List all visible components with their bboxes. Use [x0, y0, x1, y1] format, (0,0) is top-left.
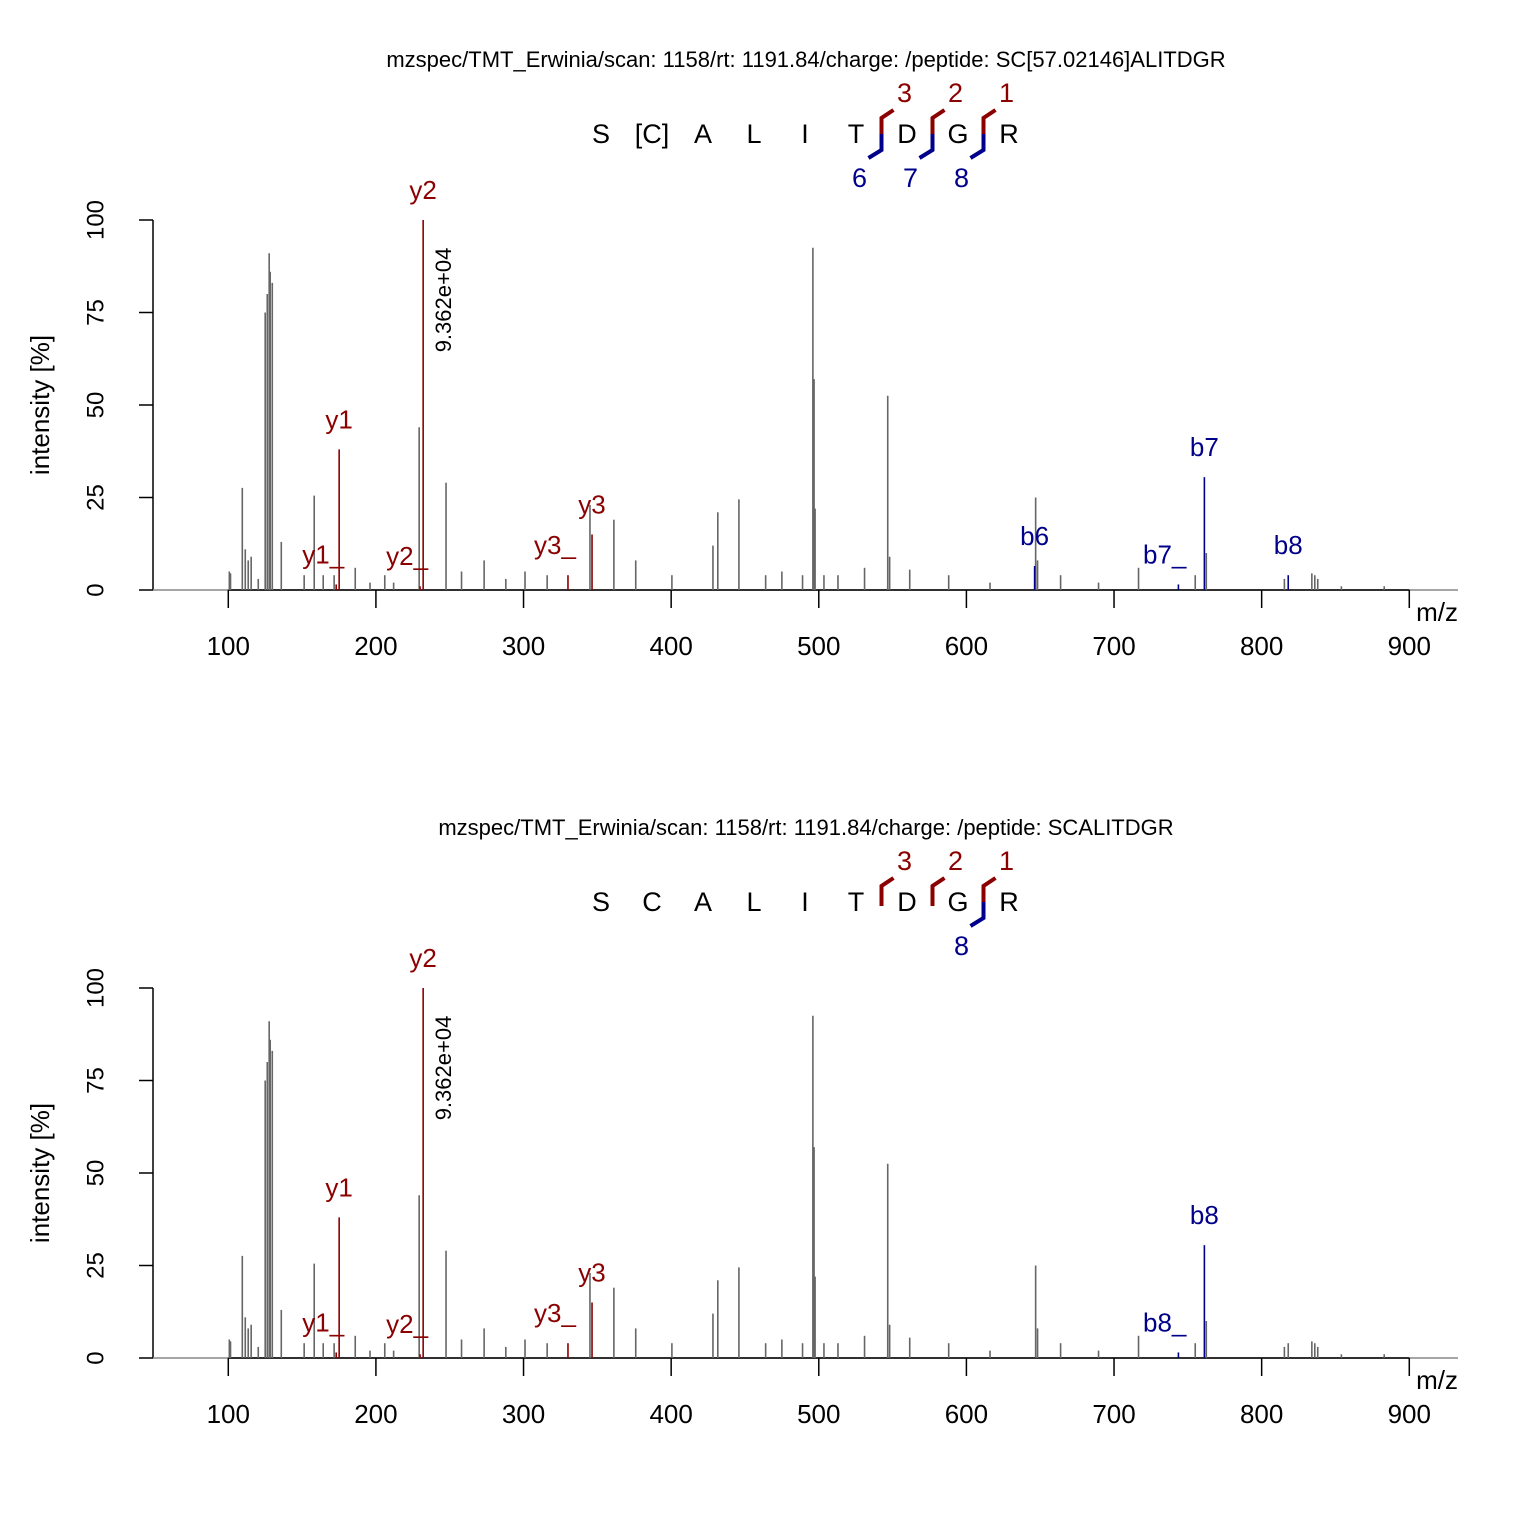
residue: R — [999, 119, 1019, 149]
x-tick-label: 900 — [1388, 1399, 1431, 1429]
b-ion-marker — [969, 134, 986, 160]
chart-title: mzspec/TMT_Erwinia/scan: 1158/rt: 1191.8… — [386, 47, 1225, 72]
peak-label: y2_ — [386, 541, 428, 571]
x-tick-label: 500 — [797, 631, 840, 661]
residue: [C] — [635, 119, 670, 149]
peak-label: y3_ — [534, 1298, 576, 1328]
x-tick-label: 800 — [1240, 631, 1283, 661]
y-tick-label: 75 — [82, 299, 109, 326]
x-axis-label: m/z — [1416, 1365, 1458, 1395]
b-ion-number: 7 — [903, 163, 918, 193]
b-ion-number: 8 — [954, 163, 969, 193]
peak-label: y3 — [578, 489, 605, 519]
residue: R — [999, 887, 1019, 917]
max-intensity: 9.362e+04 — [431, 248, 456, 353]
residue: G — [947, 119, 968, 149]
residue: L — [746, 119, 761, 149]
y-tick-label: 50 — [82, 392, 109, 419]
x-tick-label: 500 — [797, 1399, 840, 1429]
b-ion-marker — [867, 134, 884, 160]
peak-label: y2 — [409, 175, 436, 205]
y-tick-label: 100 — [82, 968, 109, 1008]
peak-label: y3_ — [534, 530, 576, 560]
peak-label: b8 — [1190, 1200, 1219, 1230]
residue: S — [592, 119, 610, 149]
residue: I — [801, 887, 809, 917]
b-ion-number: 8 — [954, 931, 969, 961]
peak-label: y1_ — [302, 539, 344, 569]
peak-label: y3 — [578, 1257, 605, 1287]
y-tick-label: 0 — [82, 1351, 109, 1364]
y-tick-label: 50 — [82, 1160, 109, 1187]
y-ion-number: 3 — [897, 78, 912, 108]
x-tick-label: 400 — [649, 1399, 692, 1429]
x-axis-label: m/z — [1416, 597, 1458, 627]
y-ion-marker — [981, 876, 997, 906]
residue: I — [801, 119, 809, 149]
y-ion-marker — [879, 876, 895, 906]
x-tick-label: 100 — [207, 1399, 250, 1429]
chart-title: mzspec/TMT_Erwinia/scan: 1158/rt: 1191.8… — [438, 815, 1173, 840]
b-ion-number: 6 — [852, 163, 867, 193]
residue: C — [642, 887, 662, 917]
peak-label: b8_ — [1143, 1307, 1187, 1337]
peak-label: b7 — [1190, 432, 1219, 462]
peak-label: b6 — [1020, 521, 1049, 551]
y-ion-number: 1 — [999, 846, 1014, 876]
x-tick-label: 300 — [502, 631, 545, 661]
y-axis-label: intensity [%] — [25, 335, 55, 475]
residue: G — [947, 887, 968, 917]
b-ion-marker — [969, 902, 986, 928]
residue: A — [694, 887, 712, 917]
y-tick-label: 25 — [82, 1252, 109, 1279]
residue: L — [746, 887, 761, 917]
y-ion-marker — [930, 108, 946, 138]
residue: T — [848, 119, 865, 149]
x-tick-label: 200 — [354, 1399, 397, 1429]
x-tick-label: 800 — [1240, 1399, 1283, 1429]
y-ion-number: 2 — [948, 78, 963, 108]
residue: A — [694, 119, 712, 149]
y-ion-number: 2 — [948, 846, 963, 876]
residue: D — [897, 119, 917, 149]
y-ion-marker — [981, 108, 997, 138]
residue: D — [897, 887, 917, 917]
x-tick-label: 700 — [1092, 1399, 1135, 1429]
y-ion-number: 3 — [897, 846, 912, 876]
x-tick-label: 700 — [1092, 631, 1135, 661]
x-tick-label: 600 — [945, 1399, 988, 1429]
y-axis-label: intensity [%] — [25, 1103, 55, 1243]
residue: T — [848, 887, 865, 917]
max-intensity: 9.362e+04 — [431, 1016, 456, 1121]
y-tick-label: 75 — [82, 1067, 109, 1094]
y-ion-marker — [879, 108, 895, 138]
peak-label: y1 — [325, 404, 352, 434]
y-ion-number: 1 — [999, 78, 1014, 108]
x-tick-label: 100 — [207, 631, 250, 661]
b-ion-marker — [918, 134, 935, 160]
x-tick-label: 900 — [1388, 631, 1431, 661]
x-tick-label: 600 — [945, 631, 988, 661]
x-tick-label: 400 — [649, 631, 692, 661]
y-tick-label: 0 — [82, 583, 109, 596]
x-tick-label: 200 — [354, 631, 397, 661]
peak-label: y1 — [325, 1172, 352, 1202]
y-tick-label: 25 — [82, 484, 109, 511]
peak-label: y2 — [409, 943, 436, 973]
y-ion-marker — [930, 876, 946, 906]
residue: S — [592, 887, 610, 917]
peak-label: b7_ — [1143, 539, 1187, 569]
y-tick-label: 100 — [82, 200, 109, 240]
peak-label: y2_ — [386, 1309, 428, 1339]
peak-label: y1_ — [302, 1307, 344, 1337]
x-tick-label: 300 — [502, 1399, 545, 1429]
peak-label: b8 — [1274, 530, 1303, 560]
